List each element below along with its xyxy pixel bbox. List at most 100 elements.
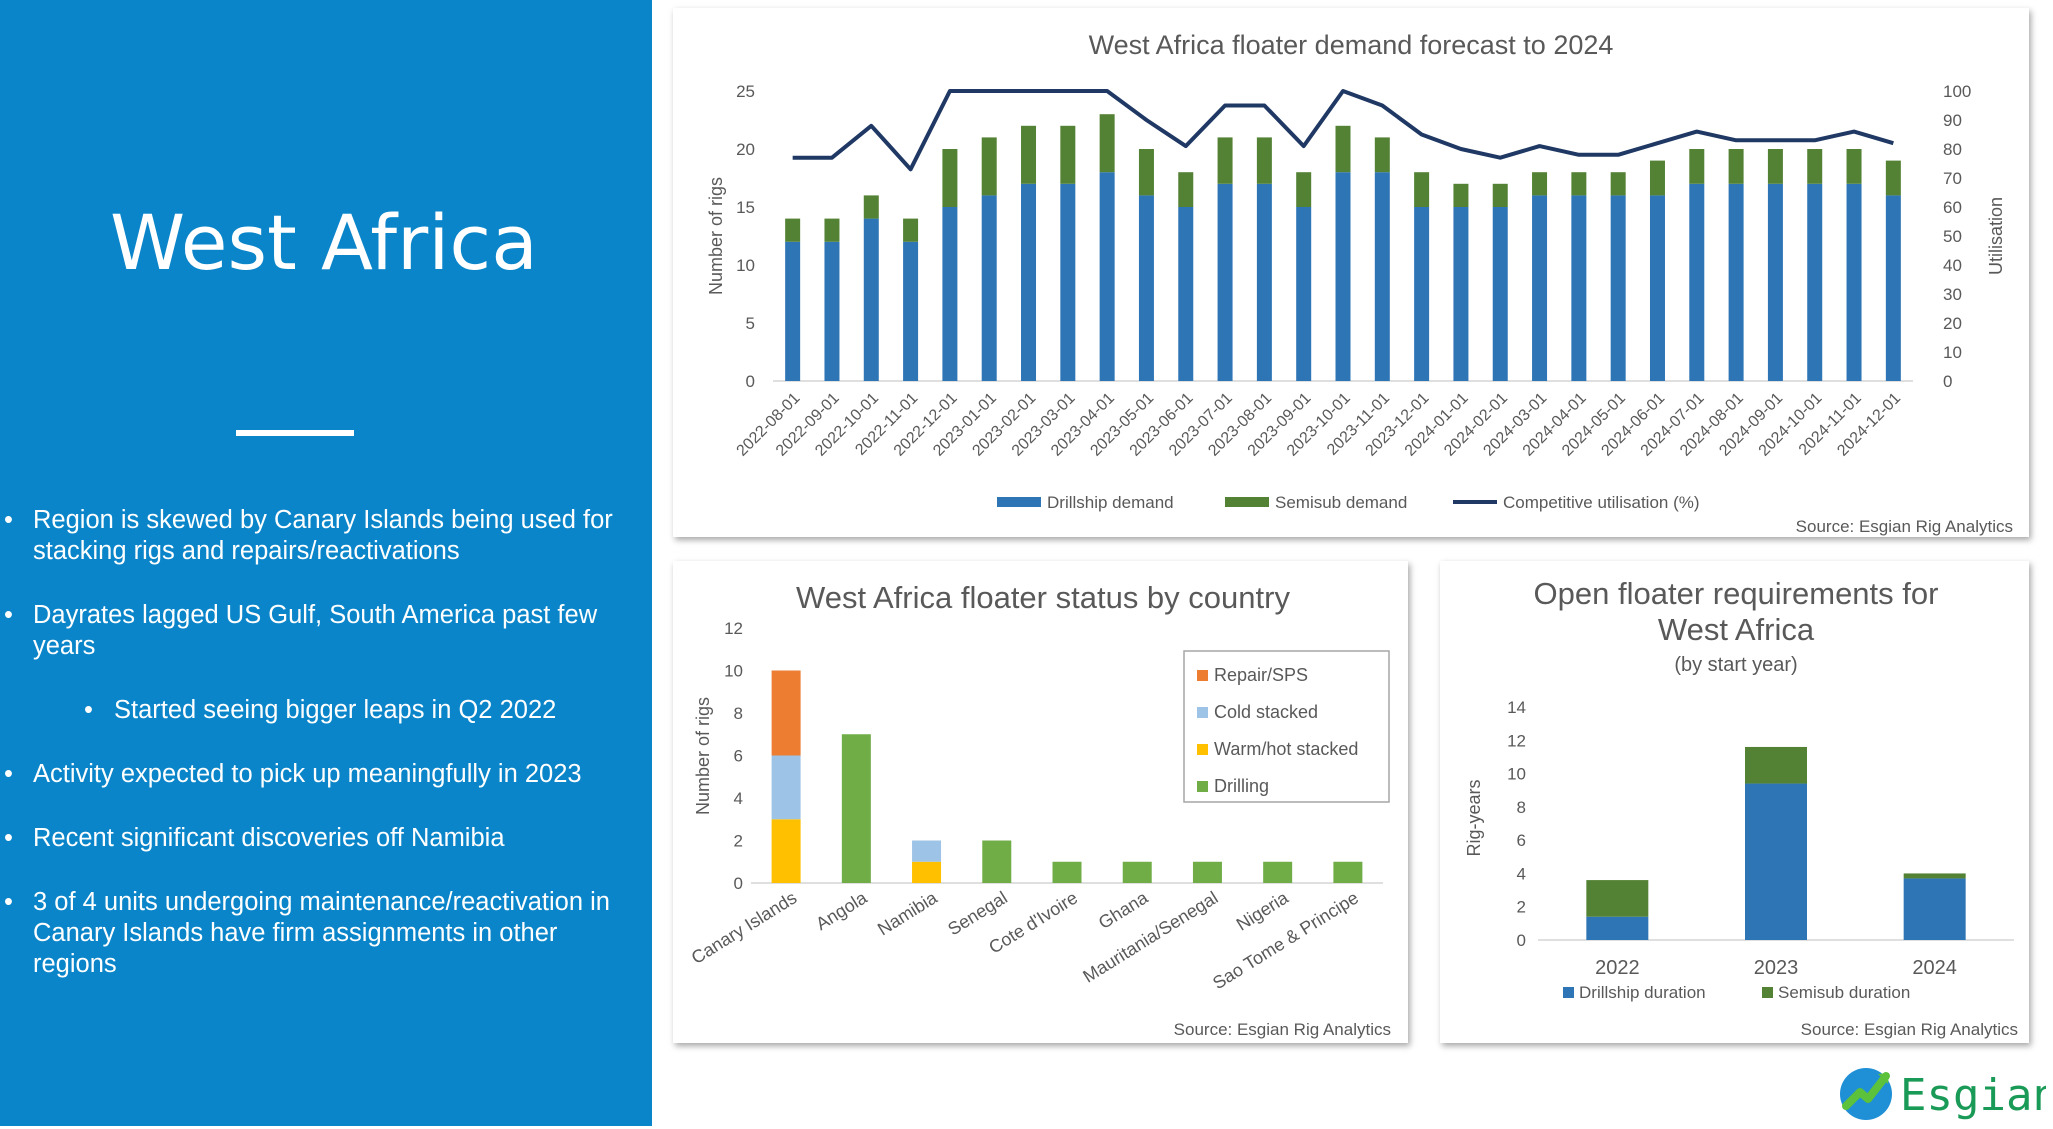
semisub-bar bbox=[1610, 172, 1626, 196]
drillship-bar bbox=[1217, 183, 1233, 381]
drillship-bar bbox=[1453, 207, 1469, 381]
chart-subtitle: (by start year) bbox=[1674, 654, 1797, 676]
y-tick-label: 10 bbox=[724, 662, 743, 681]
repair-sps-bar bbox=[771, 670, 801, 756]
drillship-bar bbox=[1178, 207, 1194, 381]
drillship-bar bbox=[903, 241, 919, 381]
semisub-bar bbox=[903, 218, 919, 242]
semisub-bar bbox=[863, 195, 879, 219]
y-tick-label: 0 bbox=[734, 874, 743, 893]
demand-forecast-chart-card: West Africa floater demand forecast to 2… bbox=[673, 8, 2029, 537]
x-tick-label: 2022 bbox=[1595, 957, 1640, 979]
y-tick-label: 12 bbox=[724, 619, 743, 638]
y-tick-label: 10 bbox=[1507, 765, 1526, 784]
y-tick-label: 8 bbox=[734, 704, 743, 723]
legend-repair-sps-swatch bbox=[1197, 670, 1208, 681]
y-tick-label: 0 bbox=[1517, 931, 1526, 950]
drillship-bar bbox=[863, 218, 879, 381]
chart-source: Source: Esgian Rig Analytics bbox=[1801, 1020, 2018, 1039]
semisub-bar bbox=[1335, 125, 1351, 173]
semisub-bar bbox=[1060, 125, 1076, 184]
esgian-logo: Esgian bbox=[1836, 1062, 2053, 1124]
legend-cold-stacked-swatch bbox=[1197, 707, 1208, 718]
drilling-bar bbox=[1192, 861, 1222, 883]
y-tick-label: 8 bbox=[1517, 798, 1526, 817]
chart-title-line-2: West Africa bbox=[1658, 612, 1815, 647]
status-by-country-chart: West Africa floater status by country 0 2 4… bbox=[688, 580, 1391, 1039]
esgian-logo-mark: Esgian bbox=[1840, 1068, 2053, 1121]
drillship-bar bbox=[1767, 183, 1783, 381]
drillship-duration-bar bbox=[1586, 916, 1649, 940]
drillship-bar bbox=[1689, 183, 1705, 381]
drillship-bar bbox=[1532, 195, 1548, 381]
y-axis-title: Number of rigs bbox=[693, 697, 713, 815]
chart-source: Source: Esgian Rig Analytics bbox=[1796, 517, 2013, 536]
y-tick-label: 4 bbox=[734, 789, 743, 808]
drillship-bar bbox=[981, 195, 997, 381]
legend-warm-hot-stacked-label: Warm/hot stacked bbox=[1214, 739, 1358, 759]
semisub-duration-bar bbox=[1586, 880, 1649, 917]
bullet-list: Region is skewed by Canary Islands being… bbox=[0, 505, 640, 1013]
drillship-bar bbox=[1296, 207, 1312, 381]
semisub-bar bbox=[1807, 149, 1823, 184]
semisub-bar bbox=[1571, 172, 1587, 196]
semisub-duration-bar bbox=[1745, 746, 1807, 784]
drilling-bar bbox=[1122, 861, 1152, 883]
warm-hot-stacked-bar bbox=[912, 861, 942, 883]
bullet-item: Dayrates lagged US Gulf, South America p… bbox=[0, 600, 640, 662]
drillship-bar bbox=[824, 241, 840, 381]
drillship-bar bbox=[1374, 172, 1390, 381]
x-tick-label: Mauritania/Senegal bbox=[1079, 887, 1221, 986]
semisub-bar bbox=[1256, 137, 1272, 184]
drillship-duration-bar bbox=[1745, 783, 1807, 940]
semisub-bar bbox=[1374, 137, 1390, 173]
chart-title: West Africa floater demand forecast to 2… bbox=[1089, 30, 1614, 60]
semisub-bar bbox=[981, 137, 997, 196]
legend-drillship-swatch bbox=[997, 497, 1041, 507]
legend-drillship-duration-swatch bbox=[1563, 987, 1574, 998]
x-tick-label: 2023 bbox=[1754, 957, 1799, 979]
y2-tick-label: 60 bbox=[1943, 198, 1962, 217]
semisub-bar bbox=[1453, 183, 1469, 207]
drillship-bar bbox=[785, 241, 801, 381]
drillship-bar bbox=[1256, 183, 1272, 381]
legend-semisub-swatch bbox=[1225, 497, 1269, 507]
y2-tick-label: 90 bbox=[1943, 111, 1962, 130]
drillship-bar bbox=[1060, 183, 1076, 381]
x-tick-label: Nigeria bbox=[1233, 887, 1293, 935]
drillship-bar bbox=[1138, 195, 1154, 381]
bullet-item: Region is skewed by Canary Islands being… bbox=[0, 505, 640, 567]
chart-source: Source: Esgian Rig Analytics bbox=[1174, 1020, 1391, 1039]
semisub-bar bbox=[1021, 125, 1037, 184]
semisub-bar bbox=[1099, 114, 1115, 173]
drilling-bar bbox=[1333, 861, 1363, 883]
legend-repair-sps-label: Repair/SPS bbox=[1214, 665, 1308, 685]
title-divider bbox=[236, 430, 354, 436]
y-tick-label: 12 bbox=[1507, 731, 1526, 750]
x-tick-label: Namibia bbox=[874, 887, 941, 939]
semisub-bar bbox=[1217, 137, 1233, 184]
legend-semisub-duration-swatch bbox=[1762, 987, 1773, 998]
semisub-bar bbox=[1414, 172, 1430, 207]
legend-drillship-label: Drillship demand bbox=[1047, 493, 1174, 512]
semisub-bar bbox=[785, 218, 801, 242]
semisub-bar bbox=[1689, 149, 1705, 184]
y-tick-label: 14 bbox=[1507, 698, 1526, 717]
bullet-item: Activity expected to pick up meaningfull… bbox=[0, 759, 640, 790]
y2-tick-label: 0 bbox=[1943, 372, 1952, 391]
drilling-bar bbox=[982, 840, 1012, 883]
drillship-bar bbox=[1021, 183, 1037, 381]
drillship-bar bbox=[1728, 183, 1744, 381]
semisub-bar bbox=[1728, 149, 1744, 184]
y-tick-label: 4 bbox=[1517, 864, 1526, 883]
x-tick-label: Ghana bbox=[1095, 887, 1152, 933]
semisub-bar bbox=[1649, 160, 1665, 196]
semisub-duration-bar bbox=[1903, 873, 1966, 879]
bullet-item: Recent significant discoveries off Namib… bbox=[0, 823, 640, 854]
semisub-bar bbox=[1178, 172, 1194, 207]
semisub-bar bbox=[1767, 149, 1783, 184]
logo-wordmark: Esgian bbox=[1900, 1070, 2046, 1121]
drillship-bar bbox=[1807, 183, 1823, 381]
demand-forecast-chart: West Africa floater demand forecast to 2… bbox=[706, 30, 2013, 536]
drillship-bar bbox=[1492, 207, 1508, 381]
